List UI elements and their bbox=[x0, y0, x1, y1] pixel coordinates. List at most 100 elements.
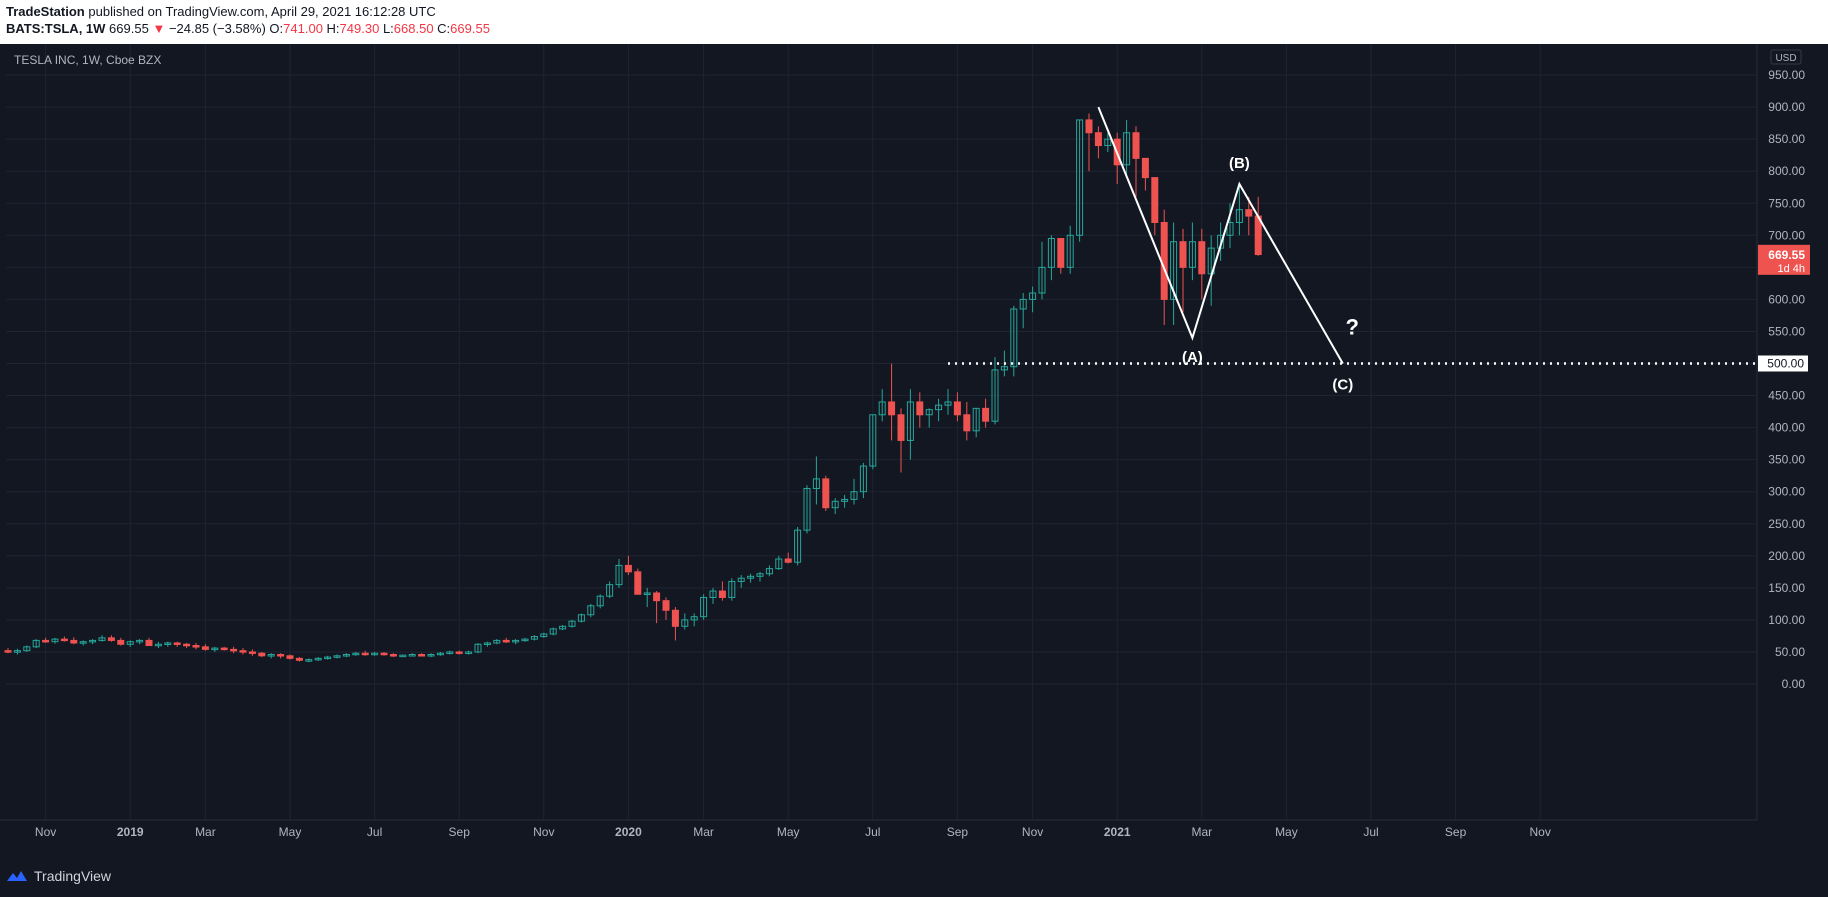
candle-up bbox=[267, 654, 275, 657]
y-tick-label: 800.00 bbox=[1768, 164, 1805, 178]
candle-up bbox=[878, 401, 886, 416]
candle-down bbox=[653, 592, 661, 602]
candle-up bbox=[1104, 138, 1112, 147]
level-price-box bbox=[1758, 355, 1808, 372]
candle-down bbox=[982, 407, 990, 422]
candle-down bbox=[953, 401, 961, 416]
candle-down bbox=[888, 401, 896, 416]
candle-up bbox=[1076, 119, 1084, 236]
publication-header: TradeStation published on TradingView.co… bbox=[0, 0, 1828, 44]
candle-up bbox=[493, 639, 501, 644]
y-tick-label: 450.00 bbox=[1768, 389, 1805, 403]
candle-down bbox=[1132, 132, 1140, 159]
candle-down bbox=[502, 639, 510, 643]
y-tick-label: 350.00 bbox=[1768, 453, 1805, 467]
y-tick-label: 0.00 bbox=[1782, 677, 1806, 691]
candle-up bbox=[530, 636, 538, 640]
candle-up bbox=[211, 647, 219, 651]
candle-up bbox=[324, 656, 332, 660]
candle-down bbox=[662, 600, 670, 611]
candle-up bbox=[794, 529, 802, 563]
candle-up bbox=[51, 638, 59, 643]
candle-up bbox=[427, 654, 435, 657]
candle-down bbox=[784, 558, 792, 563]
publisher-name[interactable]: TradeStation bbox=[6, 4, 85, 19]
candle-up bbox=[568, 620, 576, 627]
candle-down bbox=[1094, 132, 1102, 147]
wave-label: ? bbox=[1345, 315, 1358, 340]
candle-up bbox=[13, 650, 21, 653]
y-tick-label: 700.00 bbox=[1768, 228, 1805, 242]
candle-up bbox=[521, 638, 529, 642]
candle-up bbox=[972, 407, 980, 432]
y-tick-label: 950.00 bbox=[1768, 68, 1805, 82]
x-tick-label: Nov bbox=[1022, 825, 1043, 839]
candle-up bbox=[643, 592, 651, 595]
candle-down bbox=[220, 647, 228, 651]
candle-up bbox=[333, 655, 341, 658]
candle-up bbox=[89, 639, 97, 643]
candle-down bbox=[192, 645, 200, 648]
candle-down bbox=[145, 639, 153, 647]
candle-up bbox=[709, 590, 717, 598]
candle-up bbox=[935, 404, 943, 411]
candle-up bbox=[1170, 241, 1178, 300]
candle-up bbox=[1188, 241, 1196, 268]
candle-up bbox=[1000, 366, 1008, 371]
current-price-label: 669.55 bbox=[1768, 248, 1805, 262]
open-label: O: bbox=[269, 21, 284, 36]
candle-up bbox=[756, 573, 764, 577]
candle-down bbox=[1245, 209, 1253, 217]
publisher-line: TradeStation published on TradingView.co… bbox=[6, 4, 436, 19]
x-tick-label: Mar bbox=[693, 825, 714, 839]
candle-down bbox=[1057, 238, 1065, 268]
y-tick-label: 150.00 bbox=[1768, 581, 1805, 595]
candle-up bbox=[136, 639, 144, 643]
candle-up bbox=[549, 628, 557, 635]
candle-down bbox=[258, 652, 266, 657]
candle-down bbox=[230, 648, 238, 652]
candle-down bbox=[173, 642, 181, 645]
bar-timer-label: 1d 4h bbox=[1777, 263, 1805, 275]
currency-label: USD bbox=[1775, 53, 1796, 64]
candle-down bbox=[361, 652, 369, 656]
candle-up bbox=[831, 500, 839, 509]
candle-up bbox=[700, 596, 708, 618]
chart-area[interactable]: (A) (B) (C)? 0.00 50.00 100.00 150.00 200.00 25… bbox=[0, 44, 1828, 860]
x-tick-label: Mar bbox=[195, 825, 216, 839]
x-tick-label: Mar bbox=[1191, 825, 1212, 839]
candle-down bbox=[107, 637, 115, 641]
candle-up bbox=[483, 642, 491, 645]
candle-down bbox=[277, 654, 285, 657]
candle-down bbox=[634, 571, 642, 595]
candle-up bbox=[803, 487, 811, 531]
low-label: L: bbox=[382, 21, 394, 36]
x-tick-label: Jul bbox=[865, 825, 880, 839]
candle-up bbox=[765, 568, 773, 575]
wave-label: (C) bbox=[1332, 377, 1353, 394]
candle-up bbox=[859, 465, 867, 493]
symbol-ohlc-line: BATS:TSLA, 1W 669.55 ▼ −24.85 (−3.58%) O… bbox=[6, 21, 490, 36]
x-tick-label: 2019 bbox=[117, 825, 144, 839]
candle-up bbox=[474, 643, 482, 653]
candle-down bbox=[1141, 157, 1149, 179]
candle-up bbox=[681, 619, 689, 627]
candle-down bbox=[455, 651, 463, 654]
y-tick-label: 250.00 bbox=[1768, 517, 1805, 531]
candle-down bbox=[718, 590, 726, 598]
published-text: published on TradingView.com, April 29, … bbox=[88, 4, 436, 19]
tradingview-branding[interactable]: TradingView bbox=[6, 868, 111, 884]
candle-down bbox=[42, 639, 50, 643]
wave-label: (B) bbox=[1229, 155, 1250, 172]
candlestick-chart[interactable]: (A) (B) (C)? 0.00 50.00 100.00 150.00 200.00 25… bbox=[0, 44, 1828, 860]
candle-up bbox=[1047, 238, 1055, 268]
candle-up bbox=[944, 401, 952, 406]
candle-up bbox=[1226, 221, 1234, 236]
x-tick-label: Nov bbox=[533, 825, 554, 839]
candle-up bbox=[1066, 234, 1074, 268]
candle-up bbox=[906, 401, 914, 441]
symbol-label: BATS:TSLA, 1W bbox=[6, 21, 106, 36]
candle-down bbox=[4, 650, 12, 653]
candle-down bbox=[117, 639, 125, 645]
candle-up bbox=[79, 641, 87, 644]
